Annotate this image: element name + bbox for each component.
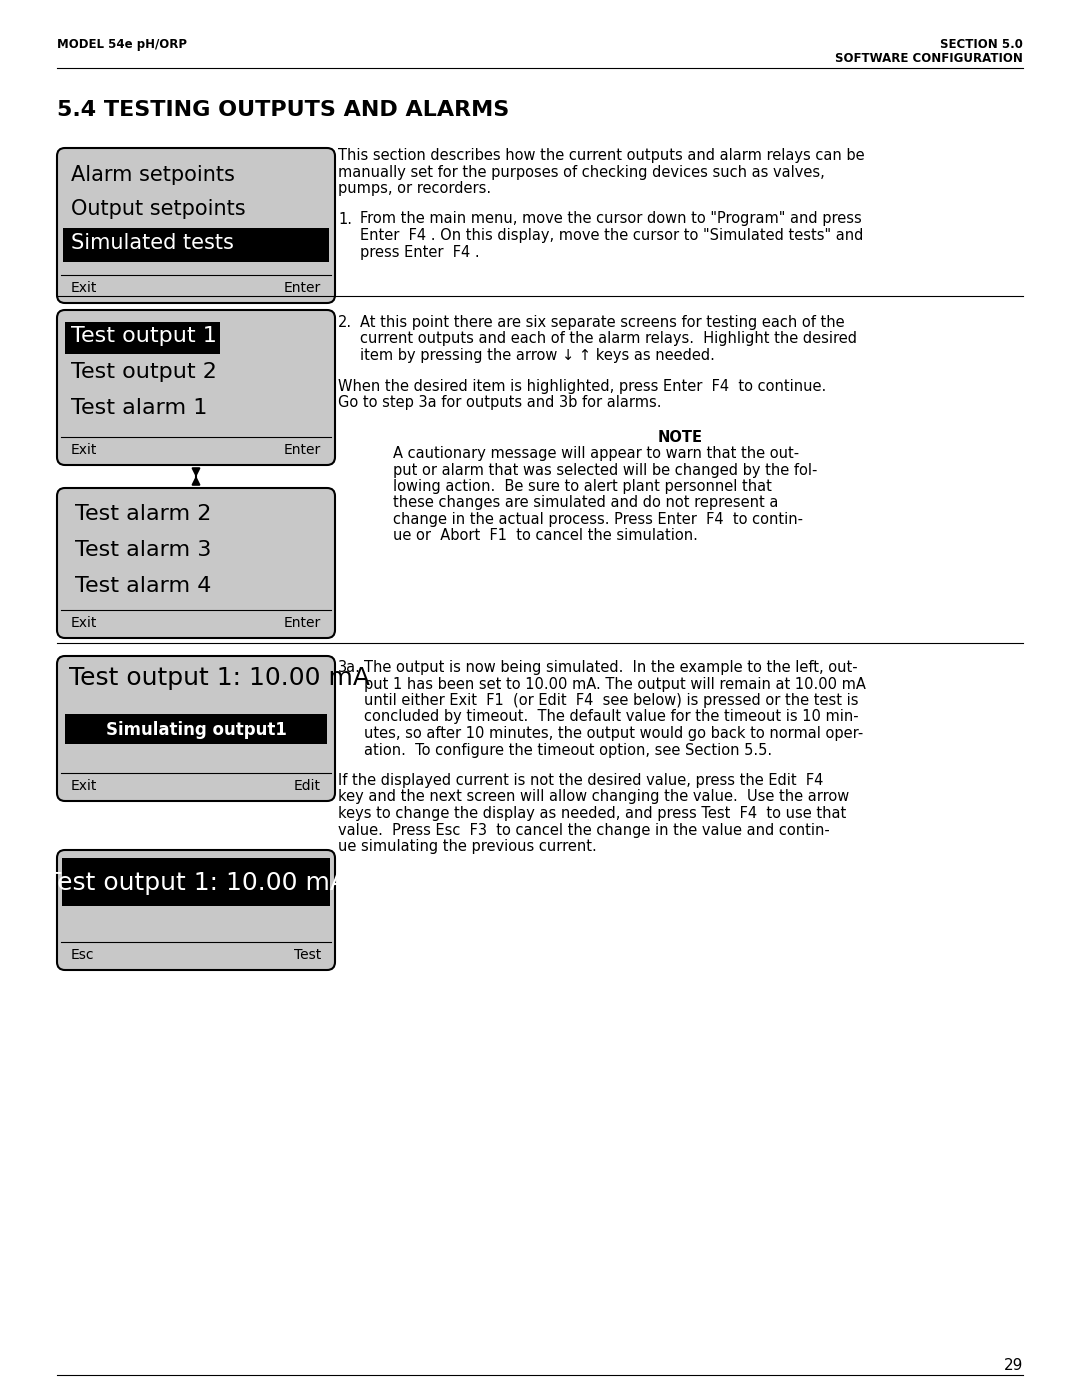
- Text: lowing action.  Be sure to alert plant personnel that: lowing action. Be sure to alert plant pe…: [393, 479, 772, 495]
- Text: Test output 1: Test output 1: [71, 326, 217, 346]
- Text: press Enter  F4 .: press Enter F4 .: [360, 244, 480, 260]
- Text: until either Exit  F1  (or Edit  F4  see below) is pressed or the test is: until either Exit F1 (or Edit F4 see bel…: [364, 693, 859, 708]
- Text: 2.: 2.: [338, 314, 352, 330]
- Text: NOTE: NOTE: [658, 429, 703, 444]
- Text: keys to change the display as needed, and press Test  F4  to use that: keys to change the display as needed, an…: [338, 806, 847, 821]
- Text: item by pressing the arrow ↓ ↑ keys as needed.: item by pressing the arrow ↓ ↑ keys as n…: [360, 348, 715, 363]
- FancyBboxPatch shape: [57, 148, 335, 303]
- FancyBboxPatch shape: [57, 849, 335, 970]
- Text: ation.  To configure the timeout option, see Section 5.5.: ation. To configure the timeout option, …: [364, 742, 772, 757]
- Text: Go to step 3a for outputs and 3b for alarms.: Go to step 3a for outputs and 3b for ala…: [338, 395, 661, 409]
- Text: When the desired item is highlighted, press Enter  F4  to continue.: When the desired item is highlighted, pr…: [338, 379, 826, 394]
- Text: Test: Test: [294, 949, 321, 963]
- Text: put or alarm that was selected will be changed by the fol-: put or alarm that was selected will be c…: [393, 462, 818, 478]
- Text: Enter: Enter: [284, 616, 321, 630]
- Text: Exit: Exit: [71, 443, 97, 457]
- Text: change in the actual process. Press Enter  F4  to contin-: change in the actual process. Press Ente…: [393, 511, 804, 527]
- Text: 29: 29: [1003, 1358, 1023, 1373]
- Text: Enter: Enter: [284, 281, 321, 295]
- Bar: [62, 858, 330, 907]
- Text: At this point there are six separate screens for testing each of the: At this point there are six separate scr…: [360, 314, 845, 330]
- Text: Simulated tests: Simulated tests: [71, 233, 234, 253]
- Text: 1.: 1.: [338, 211, 352, 226]
- Bar: [65, 714, 327, 745]
- Text: ue or  Abort  F1  to cancel the simulation.: ue or Abort F1 to cancel the simulation.: [393, 528, 698, 543]
- Text: Esc: Esc: [71, 949, 95, 963]
- Text: SECTION 5.0: SECTION 5.0: [940, 38, 1023, 52]
- Text: utes, so after 10 minutes, the output would go back to normal oper-: utes, so after 10 minutes, the output wo…: [364, 726, 863, 740]
- Text: Test alarm 2: Test alarm 2: [75, 504, 212, 524]
- Text: From the main menu, move the cursor down to "Program" and press: From the main menu, move the cursor down…: [360, 211, 862, 226]
- Text: 5.4 TESTING OUTPUTS AND ALARMS: 5.4 TESTING OUTPUTS AND ALARMS: [57, 101, 510, 120]
- Text: key and the next screen will allow changing the value.  Use the arrow: key and the next screen will allow chang…: [338, 789, 849, 805]
- Text: Output setpoints: Output setpoints: [71, 198, 245, 219]
- Text: The output is now being simulated.  In the example to the left, out-: The output is now being simulated. In th…: [364, 659, 858, 675]
- Text: Test alarm 1: Test alarm 1: [71, 398, 207, 418]
- Text: If the displayed current is not the desired value, press the Edit  F4: If the displayed current is not the desi…: [338, 773, 823, 788]
- FancyBboxPatch shape: [57, 657, 335, 800]
- Text: Edit: Edit: [294, 780, 321, 793]
- Text: Test output 1: 10.00 mA: Test output 1: 10.00 mA: [69, 666, 370, 690]
- Text: Exit: Exit: [71, 616, 97, 630]
- Text: Test alarm 3: Test alarm 3: [75, 541, 212, 560]
- Text: these changes are simulated and do not represent a: these changes are simulated and do not r…: [393, 496, 779, 510]
- Bar: [63, 228, 329, 263]
- Text: Exit: Exit: [71, 281, 97, 295]
- Text: Exit: Exit: [71, 780, 97, 793]
- Bar: [65, 321, 220, 353]
- Text: Test output 2: Test output 2: [71, 362, 217, 381]
- Text: Alarm setpoints: Alarm setpoints: [71, 165, 234, 184]
- Text: Enter: Enter: [284, 443, 321, 457]
- Text: MODEL 54e pH/ORP: MODEL 54e pH/ORP: [57, 38, 187, 52]
- Text: Enter  F4 . On this display, move the cursor to "Simulated tests" and: Enter F4 . On this display, move the cur…: [360, 228, 863, 243]
- Text: Test output 1: 10.00 mA: Test output 1: 10.00 mA: [45, 870, 347, 895]
- Text: put 1 has been set to 10.00 mA. The output will remain at 10.00 mA: put 1 has been set to 10.00 mA. The outp…: [364, 676, 866, 692]
- Text: pumps, or recorders.: pumps, or recorders.: [338, 182, 491, 196]
- Text: manually set for the purposes of checking devices such as valves,: manually set for the purposes of checkin…: [338, 165, 825, 179]
- Text: Test alarm 4: Test alarm 4: [75, 576, 212, 597]
- Text: concluded by timeout.  The default value for the timeout is 10 min-: concluded by timeout. The default value …: [364, 710, 859, 725]
- Text: current outputs and each of the alarm relays.  Highlight the desired: current outputs and each of the alarm re…: [360, 331, 858, 346]
- Text: Simulating output1: Simulating output1: [106, 721, 286, 739]
- Text: 3a.: 3a.: [338, 659, 361, 675]
- Text: ue simulating the previous current.: ue simulating the previous current.: [338, 840, 597, 854]
- Text: value.  Press Esc  F3  to cancel the change in the value and contin-: value. Press Esc F3 to cancel the change…: [338, 823, 829, 837]
- FancyBboxPatch shape: [57, 310, 335, 465]
- FancyBboxPatch shape: [57, 488, 335, 638]
- Text: This section describes how the current outputs and alarm relays can be: This section describes how the current o…: [338, 148, 865, 163]
- Text: SOFTWARE CONFIGURATION: SOFTWARE CONFIGURATION: [835, 52, 1023, 66]
- Text: A cautionary message will appear to warn that the out-: A cautionary message will appear to warn…: [393, 446, 799, 461]
